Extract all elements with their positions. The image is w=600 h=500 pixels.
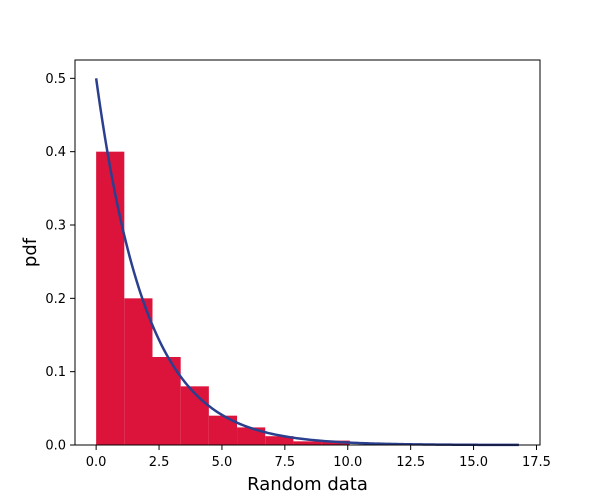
y-tick-label: 0.4 [45, 145, 66, 160]
x-tick-label: 17.5 [522, 455, 551, 470]
x-axis-ticks: 0.0 2.5 5.0 7.5 10.0 12.5 15.0 17.5 [86, 445, 551, 470]
y-axis-label: pdf [20, 237, 41, 267]
y-tick-label: 0.5 [45, 72, 66, 87]
x-tick-label: 10.0 [333, 455, 362, 470]
y-tick-label: 0.1 [45, 365, 66, 380]
histogram-bar [124, 298, 153, 445]
y-tick-label: 0.3 [45, 219, 66, 234]
histogram-bar [265, 436, 294, 445]
histogram-bar [237, 427, 266, 445]
plot-frame [74, 59, 541, 446]
histogram-bar [180, 386, 209, 445]
x-tick-label: 5.0 [212, 455, 233, 470]
histogram-bars [96, 151, 519, 445]
histogram-bar [293, 441, 322, 445]
x-axis-label: Random data [247, 474, 368, 495]
y-axis-ticks: 0.0 0.1 0.2 0.3 0.4 0.5 [45, 72, 75, 454]
x-tick-label: 12.5 [396, 455, 425, 470]
x-tick-label: 2.5 [149, 455, 170, 470]
y-tick-label: 0.0 [45, 439, 66, 454]
x-tick-label: 0.0 [86, 455, 107, 470]
y-tick-label: 0.2 [45, 292, 66, 307]
x-tick-label: 15.0 [459, 455, 488, 470]
x-tick-label: 7.5 [275, 455, 296, 470]
histogram-bar [96, 151, 125, 445]
